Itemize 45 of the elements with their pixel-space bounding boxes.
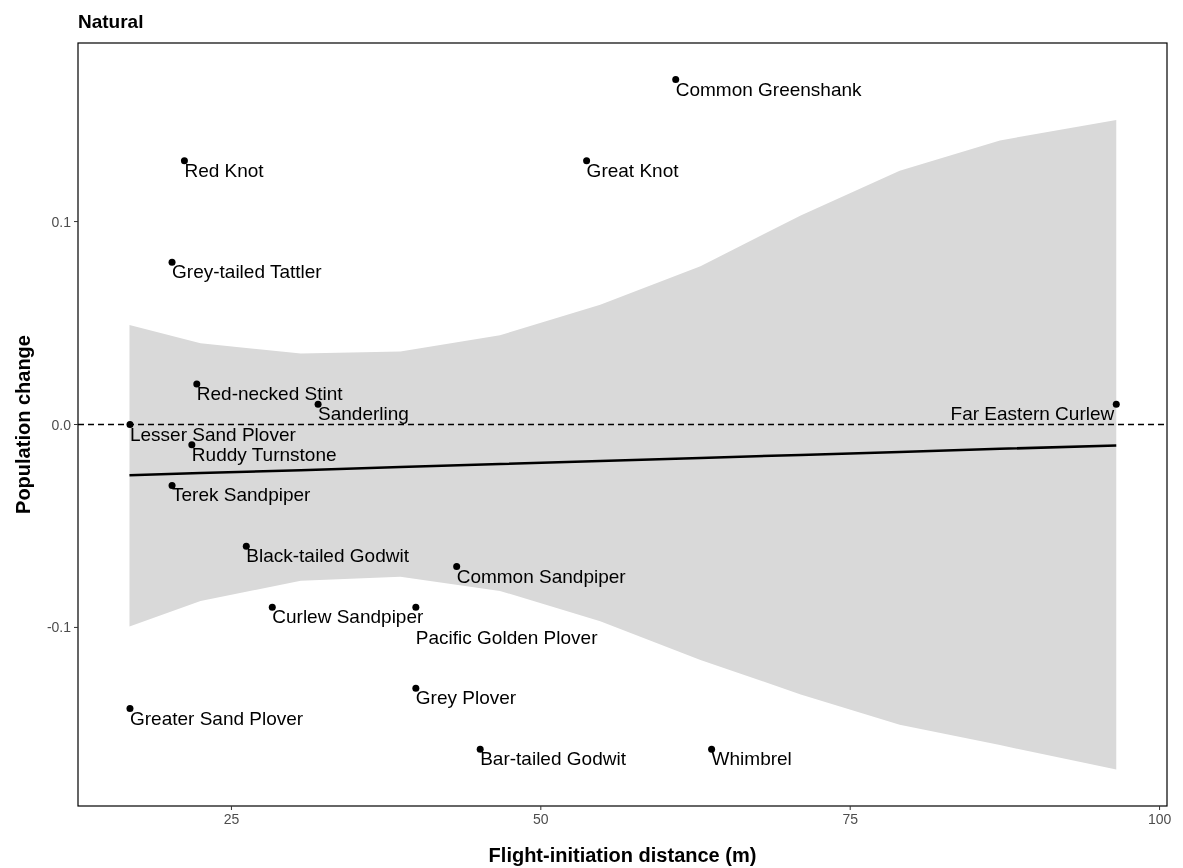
annotation: Bar-tailed Godwit <box>480 748 627 770</box>
annotation: Ruddy Turnstone <box>191 443 337 465</box>
annotation: Lesser Sand Plover <box>129 423 297 445</box>
y-tick-label: 0.0 <box>51 416 72 433</box>
point <box>672 76 680 84</box>
annotation: Red Knot <box>184 159 265 181</box>
annotation: Greater Sand Plover <box>129 707 304 729</box>
point <box>168 258 176 266</box>
x-tick-label: 50 <box>533 811 549 827</box>
annotation: Common Sandpiper <box>456 565 627 587</box>
annotation: Grey-tailed Tattler <box>172 261 323 283</box>
point <box>412 684 420 692</box>
point <box>126 705 134 713</box>
annotation: Whimbrel <box>711 748 792 770</box>
annotation: Terek Sandpiper <box>172 484 312 506</box>
point <box>708 745 716 753</box>
point <box>314 400 322 408</box>
point <box>453 563 461 571</box>
annotation: Pacific Golden Plover <box>415 627 599 649</box>
point <box>476 745 484 753</box>
x-tick-label: 75 <box>842 811 859 827</box>
x-tick-label: 100 <box>1147 811 1172 827</box>
annotation: Sanderling <box>318 403 409 425</box>
point <box>1112 400 1120 408</box>
x-tick-label: 25 <box>223 811 240 827</box>
point <box>168 481 176 489</box>
x-axis-title: Flight-initiation distance (m) <box>488 844 757 866</box>
point <box>180 157 188 165</box>
annotation: Far Eastern Curlew <box>950 403 1115 425</box>
annotation: Red-necked Stint <box>196 382 344 404</box>
point <box>242 542 250 550</box>
y-tick-label: 0.1 <box>51 213 72 230</box>
point <box>193 380 201 388</box>
line-series <box>128 444 1118 477</box>
point <box>268 603 276 611</box>
y-tick-label: -0.1 <box>46 619 72 636</box>
annotation: Curlew Sandpiper <box>272 606 424 628</box>
annotation: Great Knot <box>586 159 680 181</box>
y-axis-title: Population change <box>12 335 34 514</box>
point <box>583 157 591 165</box>
annotation: Common Greenshank <box>675 78 863 100</box>
point <box>188 441 196 449</box>
annotation: Black-tailed Godwit <box>246 545 410 567</box>
annotation: Grey Plover <box>415 687 517 709</box>
chart-title: Natural <box>78 11 144 32</box>
